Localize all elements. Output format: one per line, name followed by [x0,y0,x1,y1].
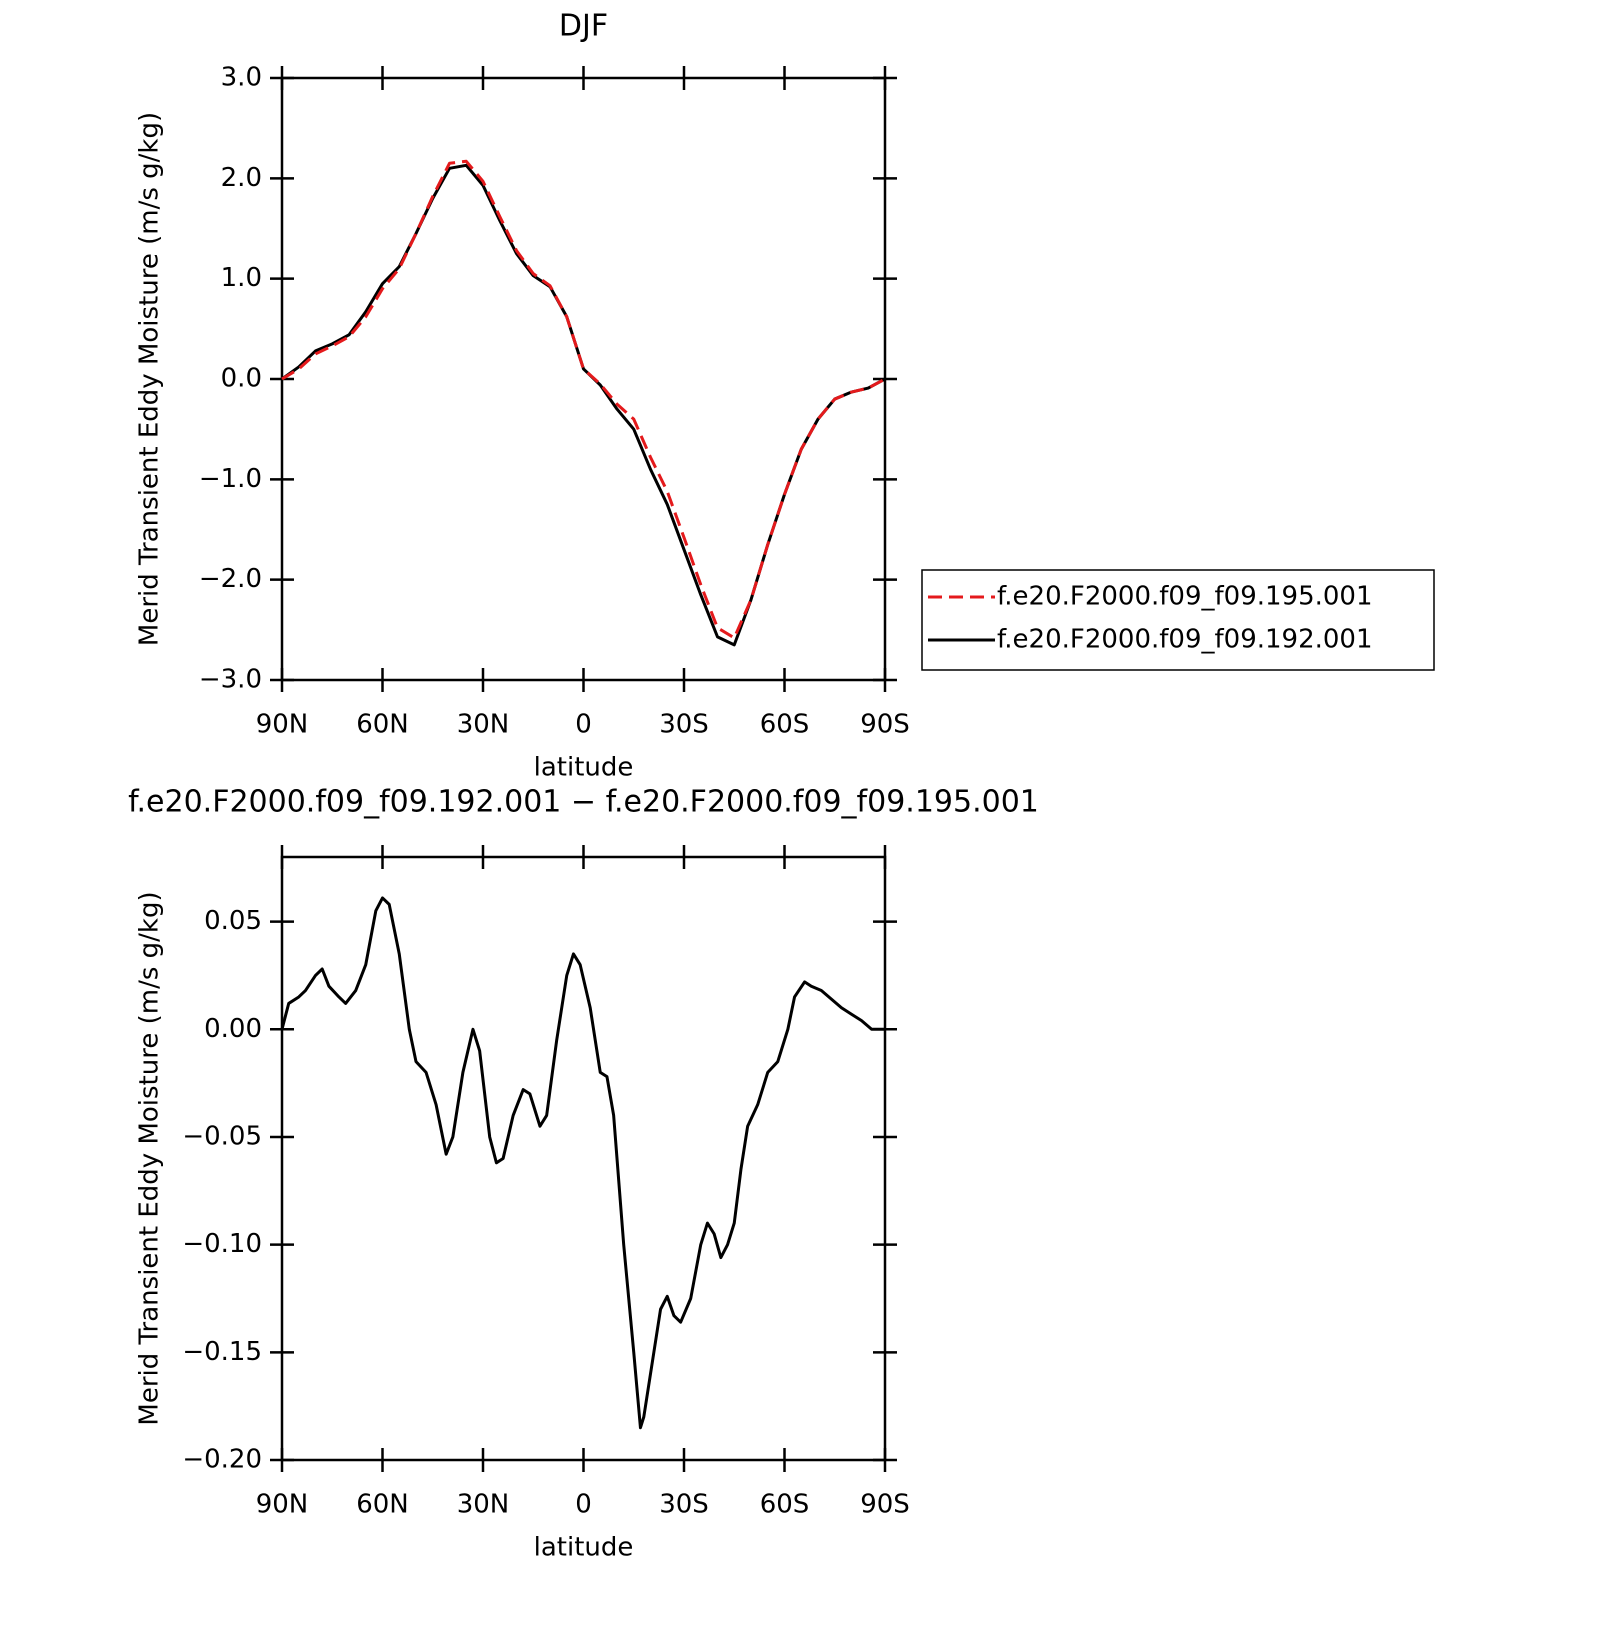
x-tick-label: 0 [575,710,592,740]
y-tick-label: 3.0 [221,63,262,93]
legend-label: f.e20.F2000.f09_f09.195.001 [997,582,1373,612]
y-tick-label: 2.0 [221,163,262,193]
x-tick-label: 90S [860,1490,910,1520]
y-tick-label: 0.00 [204,1014,262,1044]
y-tick-label: −1.0 [199,464,262,494]
y-tick-label: −0.20 [182,1445,262,1475]
y-tick-label: −0.15 [182,1337,262,1367]
x-tick-label: 60N [356,1490,409,1520]
series-line [281,159,886,640]
plot-frame [280,76,887,682]
series-line [280,896,885,1430]
legend-label: f.e20.F2000.f09_f09.192.001 [997,625,1373,655]
y-tick-label: 1.0 [221,263,262,293]
series-line [281,163,886,647]
chart-title: DJF [559,9,608,44]
x-tick-label: 30N [457,1490,510,1520]
x-axis-label: latitude [534,1533,634,1563]
y-axis-label: Merid Transient Eddy Moisture (m/s g/kg) [135,112,165,646]
chart-title: f.e20.F2000.f09_f09.192.001 − f.e20.F200… [128,785,1039,820]
y-tick-label: −3.0 [199,665,262,695]
x-tick-label: 60S [760,1490,810,1520]
x-tick-label: 90S [860,710,910,740]
y-tick-label: −0.05 [182,1121,262,1151]
y-tick-label: −0.10 [182,1229,262,1259]
x-tick-label: 60S [760,710,810,740]
y-tick-label: −2.0 [199,564,262,594]
x-tick-label: 90N [256,1490,309,1520]
y-tick-label: 0.05 [204,906,262,936]
x-tick-label: 90N [256,710,309,740]
x-tick-label: 60N [356,710,409,740]
x-tick-label: 30S [659,710,709,740]
plot-frame [280,855,887,1462]
legend-box [921,569,1435,671]
y-axis-label: Merid Transient Eddy Moisture (m/s g/kg) [135,891,165,1425]
x-tick-label: 30N [457,710,510,740]
x-tick-label: 0 [575,1490,592,1520]
x-tick-label: 30S [659,1490,709,1520]
x-axis-label: latitude [534,753,634,783]
y-tick-label: 0.0 [221,364,262,394]
